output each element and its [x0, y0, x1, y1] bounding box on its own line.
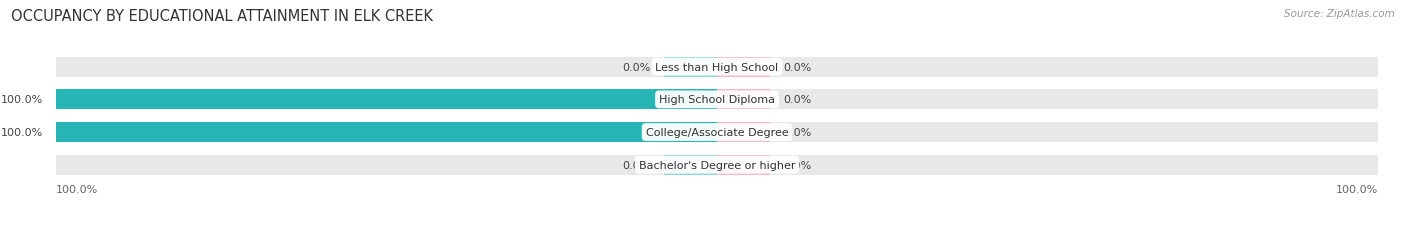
Bar: [56, 90, 717, 110]
Text: 100.0%: 100.0%: [1, 128, 44, 137]
Bar: [664, 155, 717, 175]
Bar: [717, 57, 770, 77]
Bar: [717, 122, 770, 143]
Text: 0.0%: 0.0%: [783, 160, 811, 170]
Text: Less than High School: Less than High School: [655, 62, 779, 72]
Text: Bachelor's Degree or higher: Bachelor's Degree or higher: [638, 160, 796, 170]
Bar: [56, 122, 717, 143]
Bar: [56, 155, 717, 175]
Text: OCCUPANCY BY EDUCATIONAL ATTAINMENT IN ELK CREEK: OCCUPANCY BY EDUCATIONAL ATTAINMENT IN E…: [11, 9, 433, 24]
Text: 0.0%: 0.0%: [623, 160, 651, 170]
Text: 100.0%: 100.0%: [56, 184, 98, 195]
Bar: [664, 57, 717, 77]
Bar: [717, 90, 770, 110]
Text: 0.0%: 0.0%: [783, 95, 811, 105]
Text: 100.0%: 100.0%: [1336, 184, 1378, 195]
Text: 100.0%: 100.0%: [1, 95, 44, 105]
Bar: [717, 122, 1378, 143]
Bar: [56, 57, 717, 77]
Bar: [717, 155, 1378, 175]
Bar: [56, 90, 717, 110]
Bar: [717, 57, 1378, 77]
Bar: [717, 155, 770, 175]
Text: College/Associate Degree: College/Associate Degree: [645, 128, 789, 137]
Bar: [56, 122, 717, 143]
Text: High School Diploma: High School Diploma: [659, 95, 775, 105]
Bar: [717, 90, 1378, 110]
Text: 0.0%: 0.0%: [623, 62, 651, 72]
Text: 0.0%: 0.0%: [783, 62, 811, 72]
Text: 0.0%: 0.0%: [783, 128, 811, 137]
Text: Source: ZipAtlas.com: Source: ZipAtlas.com: [1284, 9, 1395, 19]
